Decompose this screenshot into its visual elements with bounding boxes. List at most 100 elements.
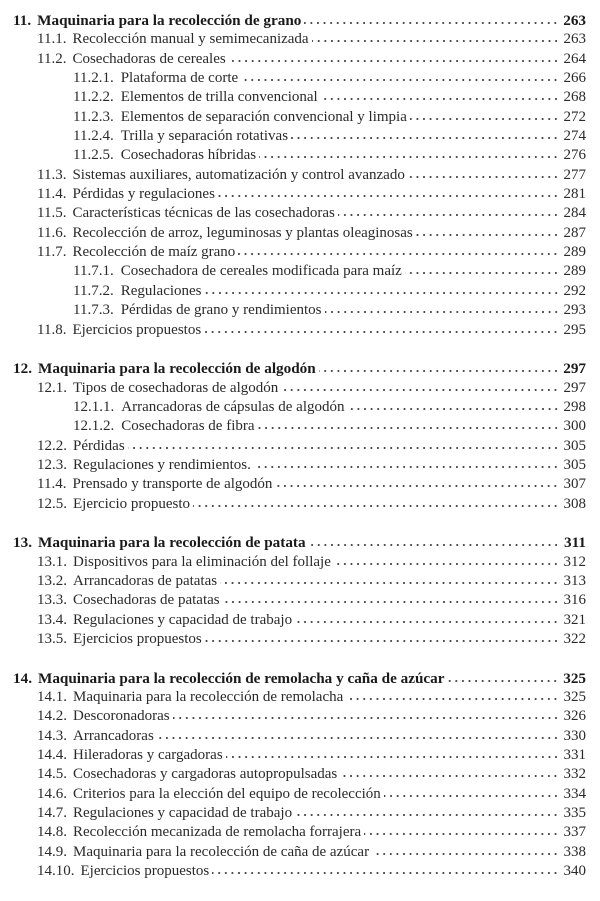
page-number: 289 <box>563 263 587 280</box>
entry-title: Cosechadoras de fibra <box>121 418 255 435</box>
page-number: 311 <box>564 534 586 552</box>
entry-title: Maquinaria para la recolección de caña d… <box>73 843 370 860</box>
entry-number: 14.10. <box>37 863 75 880</box>
page-number: 276 <box>563 147 587 164</box>
entry-number: 14.4. <box>37 747 67 764</box>
page-number: 297 <box>563 379 587 396</box>
entry-number: 11.2.4. <box>73 128 114 145</box>
page-number: 293 <box>563 302 587 319</box>
page-number: 326 <box>563 708 587 725</box>
entry-title: Dispositivos para la eliminación del fol… <box>73 553 331 570</box>
entry-number: 11.2.1. <box>73 70 114 87</box>
dot-leader <box>193 503 559 508</box>
page-number: 308 <box>563 495 587 512</box>
entry-title: Cosechadoras híbridas <box>120 147 257 164</box>
page-number: 335 <box>563 805 587 822</box>
entry-number: 11.2. <box>37 50 67 67</box>
section-entry: 11.3. Sistemas auxiliares, automatización… <box>13 166 586 185</box>
dot-leader <box>407 174 559 179</box>
entry-title: Pérdidas de grano y rendimientos <box>120 302 322 319</box>
entry-number: 14.8. <box>37 824 67 841</box>
subsection-entry: 11.2.1. Plataforma de corte 266 <box>13 69 586 88</box>
entry-title: Regulaciones y capacidad de trabajo <box>73 805 293 822</box>
entry-number: 11.8. <box>37 321 67 338</box>
entry-number: 11.7.2. <box>73 282 114 299</box>
page-number: 325 <box>563 689 587 706</box>
entry-title: Arrancadoras de patatas <box>73 572 218 589</box>
entry-number: 13.2. <box>37 572 67 589</box>
entry-title: Maquinaria para la recolección de remola… <box>37 669 445 687</box>
page-number: 337 <box>563 824 587 841</box>
dot-leader <box>304 21 559 25</box>
entry-title: Elementos de separación convencional y l… <box>120 108 407 125</box>
entry-number: 13. <box>13 534 32 552</box>
chapter-group: 12. Maquinaria para la recolección de alg… <box>13 359 586 514</box>
entry-title: Ejercicios propuestos <box>73 631 202 647</box>
section-entry: 11.1. Recolección manual y semimecanizada… <box>13 30 586 49</box>
entry-number: 12.3. <box>37 456 67 473</box>
entry-number: 11.2.5. <box>73 147 114 164</box>
dot-leader <box>333 561 559 566</box>
entry-title: Recolección de arroz, leguminosas y plan… <box>72 224 413 241</box>
entry-number: 14.3. <box>37 727 67 744</box>
entry-number: 12.1.2. <box>73 418 115 435</box>
page-number: 334 <box>563 785 587 802</box>
page-number: 289 <box>563 244 587 261</box>
page-number: 307 <box>563 476 587 493</box>
section-entry: 14.1. Maquinaria para la recolección de r… <box>13 688 586 707</box>
dot-leader <box>372 851 559 856</box>
entry-title: Arrancadoras de cápsulas de algodón <box>121 398 345 415</box>
page-number: 321 <box>563 611 587 628</box>
entry-title: Regulaciones y capacidad de trabajo <box>73 611 293 628</box>
dot-leader <box>222 600 559 605</box>
page-number: 281 <box>563 186 587 203</box>
section-entry: 14.6. Criterios para la elección del equi… <box>13 785 586 804</box>
entry-number: 14.5. <box>37 766 67 783</box>
section-entry: 13.3. Cosechadoras de patatas 316 <box>13 591 586 610</box>
page-number: 274 <box>563 128 587 145</box>
page-number: 331 <box>563 747 587 764</box>
subsection-entry: 11.7.1. Cosechadora de cereales modificad… <box>13 262 586 281</box>
dot-leader <box>212 871 559 876</box>
dot-leader <box>281 387 559 392</box>
chapter-heading: 11. Maquinaria para la recolección de gra… <box>13 11 586 30</box>
entry-title: Regulaciones y rendimientos. <box>73 456 251 473</box>
page-number: 277 <box>563 166 587 183</box>
dot-leader <box>156 735 559 740</box>
section-entry: 12.5. Ejercicio propuesto 308 <box>13 495 586 514</box>
dot-leader <box>340 774 559 779</box>
entry-number: 13.4. <box>37 611 67 628</box>
entry-title: Cosechadoras de patatas <box>73 592 220 609</box>
section-entry: 14.3. Arrancadoras 330 <box>13 727 586 746</box>
section-entry: 14.5. Cosechadoras y cargadoras autopropu… <box>13 765 586 784</box>
entry-title: Sistemas auxiliares, automatización y co… <box>72 166 405 183</box>
section-entry: 14.7. Regulaciones y capacidad de trabajo… <box>13 804 586 823</box>
entry-number: 14. <box>13 669 32 687</box>
entry-title: Trilla y separación rotativas <box>120 128 289 145</box>
dot-leader <box>172 716 559 721</box>
entry-number: 13.5. <box>37 631 67 647</box>
page-number: 264 <box>563 50 587 67</box>
entry-number: 13.1. <box>37 553 67 570</box>
entry-title: Ejercicios propuestos <box>72 321 202 338</box>
section-entry: 11.6. Recolección de arroz, leguminosas y… <box>13 224 586 243</box>
dot-leader <box>324 310 559 315</box>
page-number: 272 <box>563 108 587 125</box>
entry-title: Cosechadoras de cereales <box>72 50 226 67</box>
entry-title: Maquinaria para la recolección de patata <box>37 534 306 552</box>
section-entry: 14.10. Ejercicios propuestos 340 <box>13 862 586 881</box>
chapter-group: 11. Maquinaria para la recolección de gra… <box>13 11 586 340</box>
entry-title: Maquinaria para la recolección de algodó… <box>37 360 316 378</box>
dot-leader <box>291 136 559 141</box>
entry-number: 11. <box>13 12 32 29</box>
dot-leader <box>259 155 559 160</box>
page-number: 332 <box>563 766 587 783</box>
entry-number: 11.5. <box>37 205 67 222</box>
entry-title: Pérdidas <box>73 437 125 454</box>
dot-leader <box>295 813 559 818</box>
subsection-entry: 12.1.2. Cosechadoras de fibra 300 <box>13 417 586 436</box>
subsection-entry: 11.7.3. Pérdidas de grano y rendimientos 2… <box>13 301 586 320</box>
section-entry: 11.5. Características técnicas de las cos… <box>13 204 586 223</box>
chapter-heading: 12. Maquinaria para la recolección de alg… <box>13 359 586 378</box>
entry-title: Cosechadoras y cargadoras autopropulsada… <box>73 766 338 783</box>
